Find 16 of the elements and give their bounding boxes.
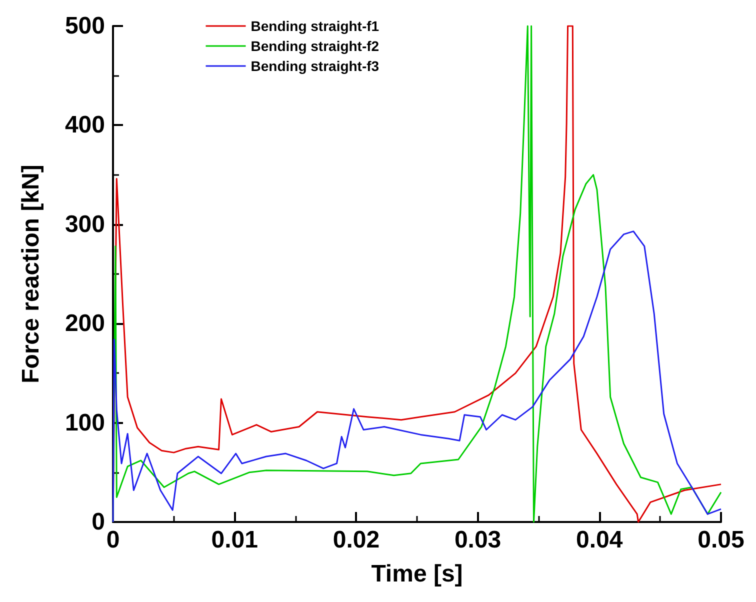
x-axis-title: Time [s]: [371, 560, 463, 588]
y-tick-label: 200: [64, 310, 105, 338]
y-tick-label: 100: [64, 409, 105, 436]
x-tick-label: 0.05: [698, 526, 744, 554]
legend-label: Bending straight-f1: [250, 18, 380, 34]
y-tick-label: 500: [64, 12, 105, 40]
legend-label: Bending straight-f3: [250, 58, 380, 74]
y-tick-label: 400: [64, 112, 105, 139]
x-tick-label: 0.01: [211, 526, 258, 554]
y-tick-label: 300: [64, 210, 105, 238]
y-tick-label: 0: [92, 508, 105, 536]
x-tick-label: 0.02: [332, 526, 380, 554]
legend-label: Bending straight-f2: [250, 38, 380, 54]
x-tick-label: 0.03: [454, 526, 502, 554]
x-tick-label: 0.04: [576, 526, 624, 554]
y-axis-title: Force reaction [kN]: [18, 164, 44, 384]
